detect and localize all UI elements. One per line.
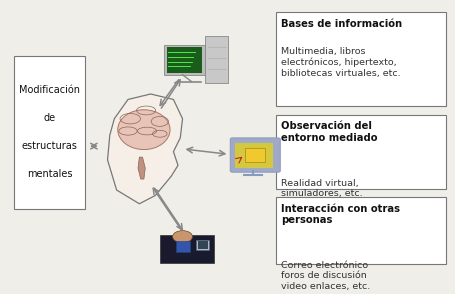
Text: Realidad virtual,
simuladores, etc.: Realidad virtual, simuladores, etc. bbox=[281, 179, 362, 198]
Bar bbox=[196, 240, 208, 250]
Bar bbox=[205, 36, 228, 83]
Bar bbox=[175, 241, 190, 252]
Text: Observación del
entorno mediado: Observación del entorno mediado bbox=[281, 121, 377, 143]
PathPatch shape bbox=[107, 94, 182, 204]
Bar bbox=[164, 45, 205, 75]
Bar bbox=[275, 115, 445, 189]
Ellipse shape bbox=[117, 110, 170, 150]
Text: Correo electrónico
foros de discusión
video enlaces, etc.: Correo electrónico foros de discusión vi… bbox=[281, 261, 369, 291]
Circle shape bbox=[172, 231, 192, 243]
Bar bbox=[234, 143, 273, 168]
Bar bbox=[275, 12, 445, 106]
FancyBboxPatch shape bbox=[230, 138, 280, 172]
Bar bbox=[159, 235, 214, 263]
Text: Bases de información: Bases de información bbox=[281, 19, 401, 29]
Bar bbox=[166, 47, 202, 73]
Text: Interacción con otras
personas: Interacción con otras personas bbox=[281, 204, 399, 225]
Text: Modificación

de

estructuras

mentales: Modificación de estructuras mentales bbox=[19, 86, 80, 179]
Bar bbox=[275, 197, 445, 264]
Text: Multimedia, libros
electrónicos, hipertexto,
bibliotecas virtuales, etc.: Multimedia, libros electrónicos, hiperte… bbox=[281, 47, 400, 78]
Bar bbox=[197, 241, 207, 249]
Polygon shape bbox=[138, 157, 145, 179]
Bar bbox=[14, 56, 85, 209]
FancyBboxPatch shape bbox=[245, 148, 265, 162]
